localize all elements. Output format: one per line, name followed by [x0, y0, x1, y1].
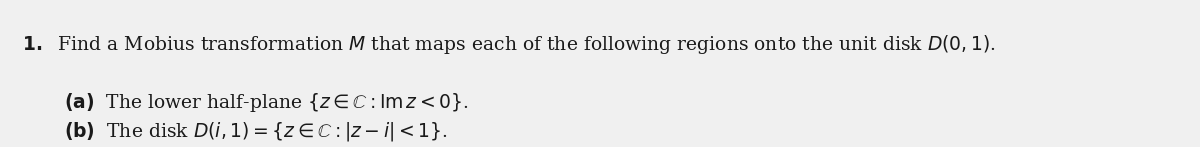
Text: $\mathbf{(a)}$  The lower half-plane $\{z \in \mathbb{C} : \mathrm{Im}\, z < 0\}: $\mathbf{(a)}$ The lower half-plane $\{z…	[64, 91, 469, 114]
Text: $\mathbf{(b)}$  The disk $D(i, 1) = \{z \in \mathbb{C} : |z - i| < 1\}$.: $\mathbf{(b)}$ The disk $D(i, 1) = \{z \…	[64, 120, 448, 143]
Text: $\mathbf{1.}$  Find a Mobius transformation $M$ that maps each of the following : $\mathbf{1.}$ Find a Mobius transformati…	[22, 33, 996, 56]
